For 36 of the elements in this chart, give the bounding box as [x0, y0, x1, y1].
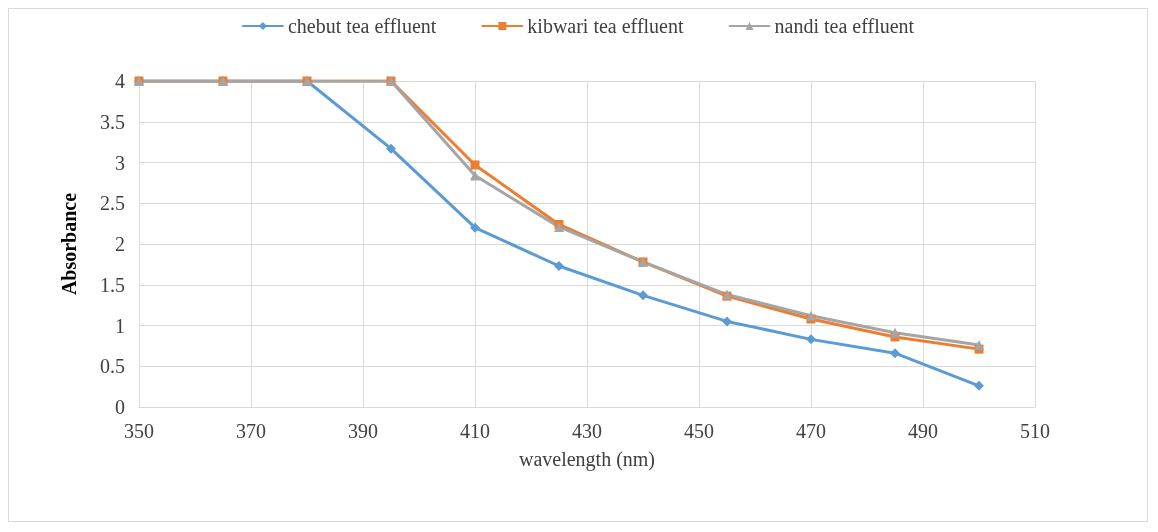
legend-label: chebut tea effluent	[287, 15, 437, 37]
y-tick-label: 1.5	[100, 273, 125, 296]
y-tick-label: 1	[115, 314, 125, 337]
point	[974, 380, 984, 391]
point	[890, 348, 900, 359]
x-tick-label: 430	[572, 420, 602, 442]
y-tick-label: 3.5	[100, 110, 125, 133]
point	[470, 160, 480, 170]
x-tick-label: 350	[124, 420, 154, 442]
point	[722, 316, 732, 327]
x-tick-label: 450	[684, 420, 714, 442]
x-tick-label: 490	[908, 420, 938, 442]
y-tick-label: 2	[115, 233, 125, 255]
y-tick-label: 4	[115, 70, 125, 92]
x-tick-label: 410	[460, 420, 490, 442]
point	[890, 327, 900, 338]
point	[806, 310, 816, 321]
x-tick-label: 510	[1020, 420, 1050, 442]
x-axis-title: wavelength (nm)	[518, 448, 656, 471]
point	[638, 290, 648, 301]
y-axis-title: Absorbance	[58, 192, 80, 296]
y-tick-label: 3	[115, 151, 125, 174]
y-tick-label: 0	[115, 396, 125, 418]
x-tick-label: 470	[796, 420, 826, 442]
point	[806, 334, 816, 345]
point	[470, 222, 480, 233]
y-tick-label: 2.5	[100, 192, 125, 215]
x-tick-label: 390	[348, 420, 378, 442]
point	[554, 261, 564, 272]
x-tick-label: 370	[236, 420, 266, 442]
legend-label: kibwari tea effluent	[527, 15, 684, 37]
point	[974, 340, 984, 351]
point	[386, 143, 396, 154]
legend-label: nandi tea effluent	[774, 15, 915, 37]
y-tick-label: 0.5	[100, 355, 125, 378]
point	[470, 170, 480, 181]
